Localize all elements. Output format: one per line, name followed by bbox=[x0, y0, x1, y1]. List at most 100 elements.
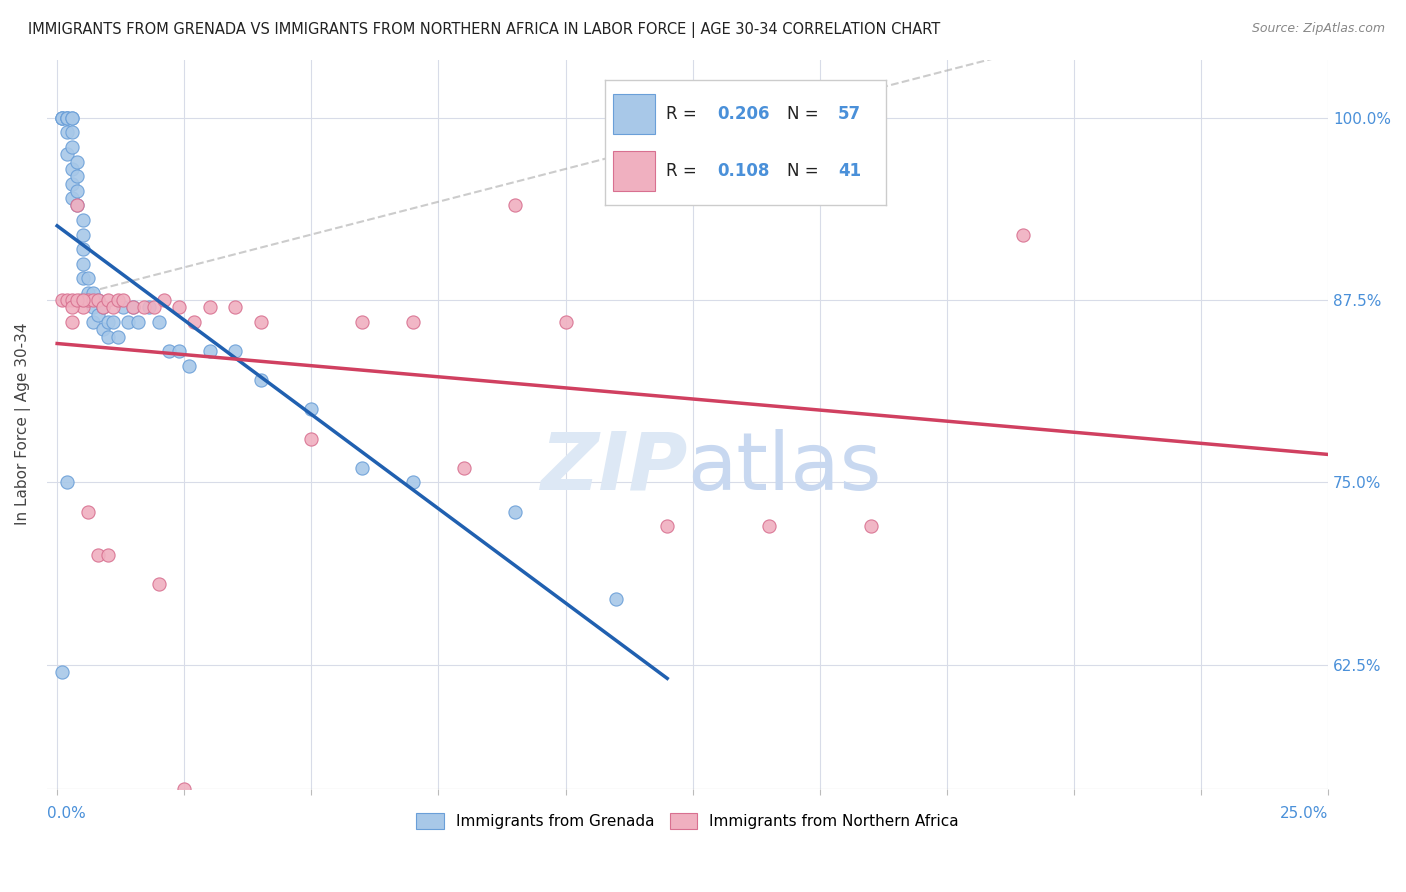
Point bbox=[179, 359, 201, 373]
Point bbox=[66, 198, 89, 212]
Point bbox=[107, 293, 129, 307]
Point bbox=[51, 111, 73, 125]
Point bbox=[91, 322, 114, 336]
Point bbox=[56, 111, 79, 125]
Point bbox=[299, 432, 322, 446]
Point bbox=[91, 301, 114, 315]
Point bbox=[66, 169, 89, 184]
Point bbox=[132, 301, 155, 315]
Point bbox=[402, 475, 425, 490]
Point bbox=[60, 140, 83, 154]
Point bbox=[198, 344, 221, 359]
Point bbox=[72, 213, 94, 227]
Point bbox=[453, 460, 475, 475]
Point bbox=[56, 111, 79, 125]
Point bbox=[352, 315, 374, 329]
Text: N =: N = bbox=[787, 162, 824, 180]
Point bbox=[56, 475, 79, 490]
Point bbox=[60, 301, 83, 315]
Point bbox=[60, 293, 83, 307]
Point bbox=[224, 301, 246, 315]
Point bbox=[167, 301, 190, 315]
Point bbox=[148, 577, 170, 591]
Point bbox=[72, 242, 94, 256]
Point bbox=[657, 519, 679, 533]
Text: N =: N = bbox=[787, 105, 824, 123]
Point bbox=[107, 329, 129, 343]
Point bbox=[112, 301, 135, 315]
FancyBboxPatch shape bbox=[613, 152, 655, 192]
Text: R =: R = bbox=[666, 105, 703, 123]
Point bbox=[1012, 227, 1035, 242]
Point bbox=[101, 301, 124, 315]
Point bbox=[198, 301, 221, 315]
Point bbox=[554, 315, 576, 329]
Point bbox=[82, 301, 104, 315]
Point bbox=[66, 198, 89, 212]
Text: atlas: atlas bbox=[688, 429, 882, 507]
Point bbox=[87, 293, 110, 307]
Text: 57: 57 bbox=[838, 105, 860, 123]
Point bbox=[51, 111, 73, 125]
FancyBboxPatch shape bbox=[613, 94, 655, 134]
Point bbox=[76, 293, 98, 307]
Point bbox=[142, 301, 165, 315]
Point bbox=[402, 315, 425, 329]
Text: Source: ZipAtlas.com: Source: ZipAtlas.com bbox=[1251, 22, 1385, 36]
Point bbox=[97, 329, 120, 343]
Point bbox=[76, 293, 98, 307]
Point bbox=[859, 519, 882, 533]
Point bbox=[51, 293, 73, 307]
Point bbox=[72, 227, 94, 242]
Point bbox=[60, 161, 83, 176]
Point bbox=[117, 315, 139, 329]
Point bbox=[60, 111, 83, 125]
Point bbox=[173, 781, 195, 796]
Point bbox=[82, 293, 104, 307]
Point bbox=[51, 111, 73, 125]
Point bbox=[249, 315, 271, 329]
Text: ZIP: ZIP bbox=[540, 429, 688, 507]
Text: 0.108: 0.108 bbox=[717, 162, 769, 180]
Point bbox=[76, 285, 98, 300]
Point bbox=[112, 293, 135, 307]
Point bbox=[183, 315, 205, 329]
Point bbox=[352, 460, 374, 475]
Point bbox=[127, 315, 149, 329]
Point bbox=[60, 315, 83, 329]
Point bbox=[60, 111, 83, 125]
Text: 0.0%: 0.0% bbox=[46, 806, 86, 821]
Point bbox=[503, 504, 526, 518]
Point bbox=[51, 665, 73, 679]
Point bbox=[76, 504, 98, 518]
Point bbox=[87, 308, 110, 322]
Text: 41: 41 bbox=[838, 162, 860, 180]
Point bbox=[87, 548, 110, 562]
Point bbox=[72, 271, 94, 285]
Point bbox=[82, 315, 104, 329]
Point bbox=[122, 301, 145, 315]
Point bbox=[249, 373, 271, 387]
Legend: Immigrants from Grenada, Immigrants from Northern Africa: Immigrants from Grenada, Immigrants from… bbox=[411, 807, 965, 836]
Point bbox=[66, 293, 89, 307]
Point bbox=[87, 293, 110, 307]
Point bbox=[138, 301, 160, 315]
Point bbox=[97, 315, 120, 329]
Point bbox=[82, 285, 104, 300]
Point bbox=[56, 111, 79, 125]
Point bbox=[157, 344, 180, 359]
Point bbox=[153, 293, 176, 307]
Point bbox=[605, 592, 627, 607]
Point bbox=[72, 293, 94, 307]
Point bbox=[167, 344, 190, 359]
Text: 0.206: 0.206 bbox=[717, 105, 769, 123]
Text: 25.0%: 25.0% bbox=[1279, 806, 1329, 821]
Point bbox=[299, 402, 322, 417]
Point bbox=[72, 301, 94, 315]
Point bbox=[66, 184, 89, 198]
Point bbox=[758, 519, 780, 533]
Point bbox=[76, 271, 98, 285]
Text: IMMIGRANTS FROM GRENADA VS IMMIGRANTS FROM NORTHERN AFRICA IN LABOR FORCE | AGE : IMMIGRANTS FROM GRENADA VS IMMIGRANTS FR… bbox=[28, 22, 941, 38]
Point bbox=[97, 293, 120, 307]
Point bbox=[60, 191, 83, 205]
